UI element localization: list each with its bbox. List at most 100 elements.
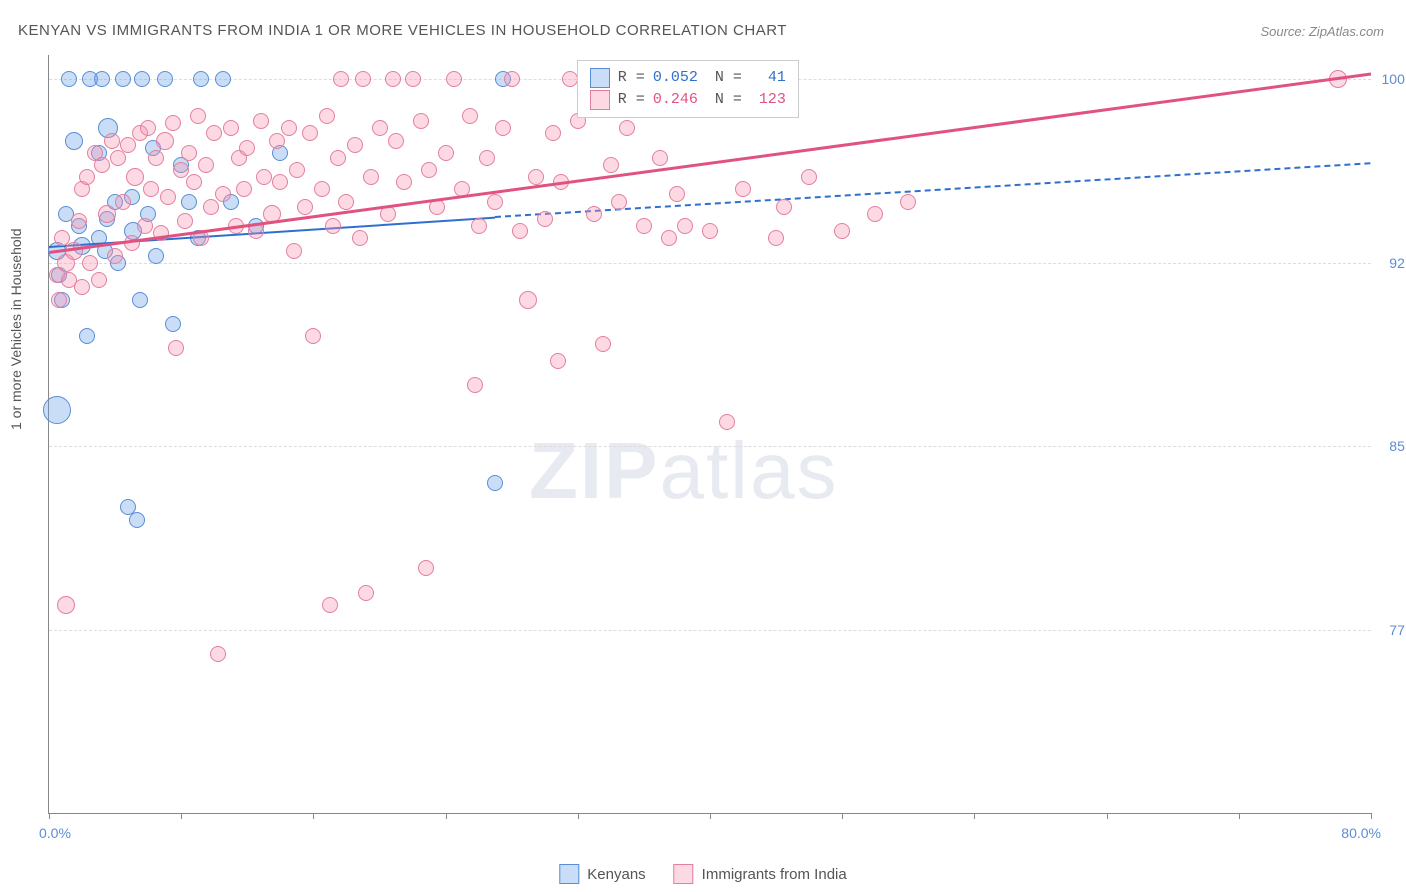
data-point xyxy=(239,140,255,156)
legend-r-value: 0.246 xyxy=(653,89,707,111)
data-point xyxy=(735,181,751,197)
data-point xyxy=(82,255,98,271)
legend-series-name: Kenyans xyxy=(587,866,645,883)
data-point xyxy=(388,133,404,149)
data-point xyxy=(322,597,338,613)
data-point xyxy=(51,292,67,308)
data-point xyxy=(286,243,302,259)
data-point xyxy=(120,137,136,153)
data-point xyxy=(156,132,174,150)
x-tick xyxy=(842,813,843,819)
data-point xyxy=(504,71,520,87)
data-point xyxy=(57,596,75,614)
legend-swatch xyxy=(590,90,610,110)
data-point xyxy=(867,206,883,222)
legend-series-name: Immigrants from India xyxy=(702,866,847,883)
data-point xyxy=(652,150,668,166)
data-point xyxy=(198,157,214,173)
data-point xyxy=(768,230,784,246)
data-point xyxy=(148,150,164,166)
data-point xyxy=(661,230,677,246)
data-point xyxy=(719,414,735,430)
data-point xyxy=(305,328,321,344)
data-point xyxy=(223,120,239,136)
y-tick-label: 85.0% xyxy=(1389,438,1406,454)
legend-n-value: 123 xyxy=(750,89,786,111)
data-point xyxy=(256,169,272,185)
data-point xyxy=(467,377,483,393)
data-point xyxy=(669,186,685,202)
y-tick-label: 100.0% xyxy=(1382,71,1406,87)
data-point xyxy=(358,585,374,601)
x-tick xyxy=(1371,813,1372,819)
data-point xyxy=(900,194,916,210)
data-point xyxy=(562,71,578,87)
data-point xyxy=(495,120,511,136)
data-point xyxy=(132,292,148,308)
data-point xyxy=(834,223,850,239)
data-point xyxy=(177,213,193,229)
data-point xyxy=(289,162,305,178)
data-point xyxy=(140,120,156,136)
y-axis-label: 1 or more Vehicles in Household xyxy=(8,228,24,430)
data-point xyxy=(550,353,566,369)
x-tick xyxy=(1107,813,1108,819)
data-point xyxy=(319,108,335,124)
data-point xyxy=(438,145,454,161)
data-point xyxy=(107,248,123,264)
x-tick xyxy=(313,813,314,819)
data-point xyxy=(190,108,206,124)
data-point xyxy=(446,71,462,87)
data-point xyxy=(385,71,401,87)
data-point xyxy=(421,162,437,178)
data-point xyxy=(236,181,252,197)
data-point xyxy=(215,186,231,202)
data-point xyxy=(210,646,226,662)
data-point xyxy=(528,169,544,185)
data-point xyxy=(413,113,429,129)
legend-r-label: R = xyxy=(618,67,645,89)
watermark: ZIPatlas xyxy=(529,425,838,517)
legend-row: R =0.246N =123 xyxy=(590,89,786,111)
data-point xyxy=(325,218,341,234)
chart-title: KENYAN VS IMMIGRANTS FROM INDIA 1 OR MOR… xyxy=(18,22,787,39)
legend-item: Kenyans xyxy=(559,864,645,884)
data-point xyxy=(129,512,145,528)
data-point xyxy=(65,132,83,150)
data-point xyxy=(418,560,434,576)
data-point xyxy=(137,218,153,234)
x-tick xyxy=(446,813,447,819)
legend-swatch xyxy=(559,864,579,884)
data-point xyxy=(181,194,197,210)
data-point xyxy=(186,174,202,190)
data-point xyxy=(115,71,131,87)
correlation-legend: R =0.052N =41R =0.246N =123 xyxy=(577,60,799,118)
data-point xyxy=(215,71,231,87)
data-point xyxy=(134,71,150,87)
data-point xyxy=(94,157,110,173)
data-point xyxy=(253,113,269,129)
gridline xyxy=(49,446,1371,447)
data-point xyxy=(355,71,371,87)
x-tick xyxy=(49,813,50,819)
series-legend: Kenyans Immigrants from India xyxy=(559,864,846,884)
data-point xyxy=(181,145,197,161)
data-point xyxy=(193,71,209,87)
trend-line xyxy=(495,163,1371,219)
data-point xyxy=(586,206,602,222)
data-point xyxy=(91,272,107,288)
data-point xyxy=(126,168,144,186)
data-point xyxy=(104,133,120,149)
x-tick xyxy=(710,813,711,819)
data-point xyxy=(512,223,528,239)
data-point xyxy=(74,279,90,295)
data-point xyxy=(148,248,164,264)
data-point xyxy=(165,115,181,131)
data-point xyxy=(330,150,346,166)
data-point xyxy=(537,211,553,227)
x-axis-max-label: 80.0% xyxy=(1341,825,1381,841)
data-point xyxy=(168,340,184,356)
scatter-plot-area: ZIPatlas 0.0% 80.0% 77.5%85.0%92.5%100.0… xyxy=(48,55,1371,814)
data-point xyxy=(302,125,318,141)
data-point xyxy=(603,157,619,173)
